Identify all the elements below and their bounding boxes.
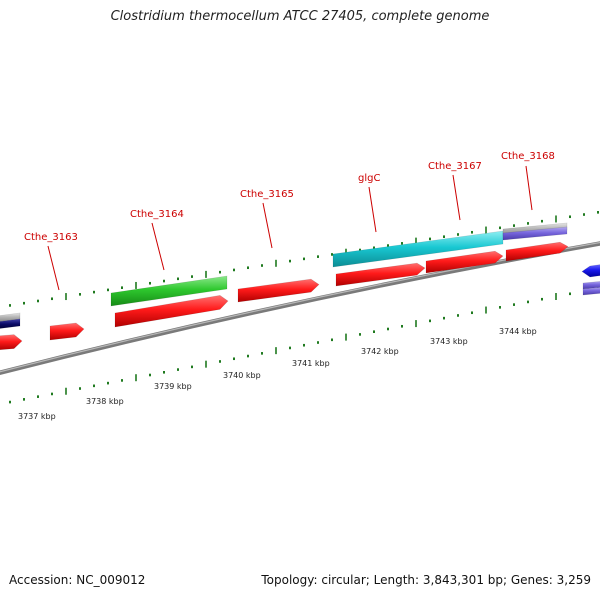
feature-bar-purple[interactable]	[582, 287, 600, 296]
scale-label: 3738 kbp	[86, 397, 124, 406]
cds-arrow-reverse[interactable]	[581, 264, 600, 278]
scale-label: 3742 kbp	[361, 347, 399, 356]
gene-leader-line	[262, 202, 273, 249]
accession-text: Accession: NC_009012	[9, 573, 146, 587]
gene-label[interactable]: Cthe_3164	[130, 209, 184, 220]
feature-bar-green[interactable]	[110, 275, 228, 307]
gene-leader-line	[47, 245, 60, 291]
feature-bar-purple[interactable]	[582, 281, 600, 290]
scale-label: 3743 kbp	[430, 337, 468, 346]
gene-leader-line	[368, 186, 377, 233]
cds-arrow[interactable]	[237, 278, 320, 303]
cds-arrow[interactable]	[0, 334, 23, 350]
gene-label[interactable]: Cthe_3167	[428, 161, 482, 172]
map-title: Clostridium thermocellum ATCC 27405, com…	[110, 9, 490, 24]
feature-bar-cyan[interactable]	[332, 230, 504, 268]
gene-leader-line	[452, 174, 461, 221]
cds-arrow[interactable]	[335, 262, 426, 287]
scale-label: 3740 kbp	[223, 371, 261, 380]
gene-label[interactable]: glgC	[358, 173, 380, 184]
genome-info-text: Topology: circular; Length: 3,843,301 bp…	[261, 573, 591, 587]
cds-arrow[interactable]	[49, 322, 85, 341]
scale-label: 3737 kbp	[18, 412, 56, 421]
scale-label: 3744 kbp	[499, 327, 537, 336]
gene-leader-line	[525, 165, 533, 211]
scale-label: 3741 kbp	[292, 359, 330, 368]
gene-label[interactable]: Cthe_3165	[240, 189, 294, 200]
cds-arrow[interactable]	[114, 295, 229, 328]
gene-label[interactable]: Cthe_3163	[24, 232, 78, 243]
cds-arrow[interactable]	[425, 250, 504, 274]
feature-bar-navy[interactable]	[0, 318, 21, 329]
feature-bar-purple[interactable]	[502, 226, 568, 241]
scale-label: 3739 kbp	[154, 382, 192, 391]
gene-leader-line	[151, 222, 165, 271]
gene-label[interactable]: Cthe_3168	[501, 151, 555, 162]
cds-arrow[interactable]	[505, 241, 569, 262]
